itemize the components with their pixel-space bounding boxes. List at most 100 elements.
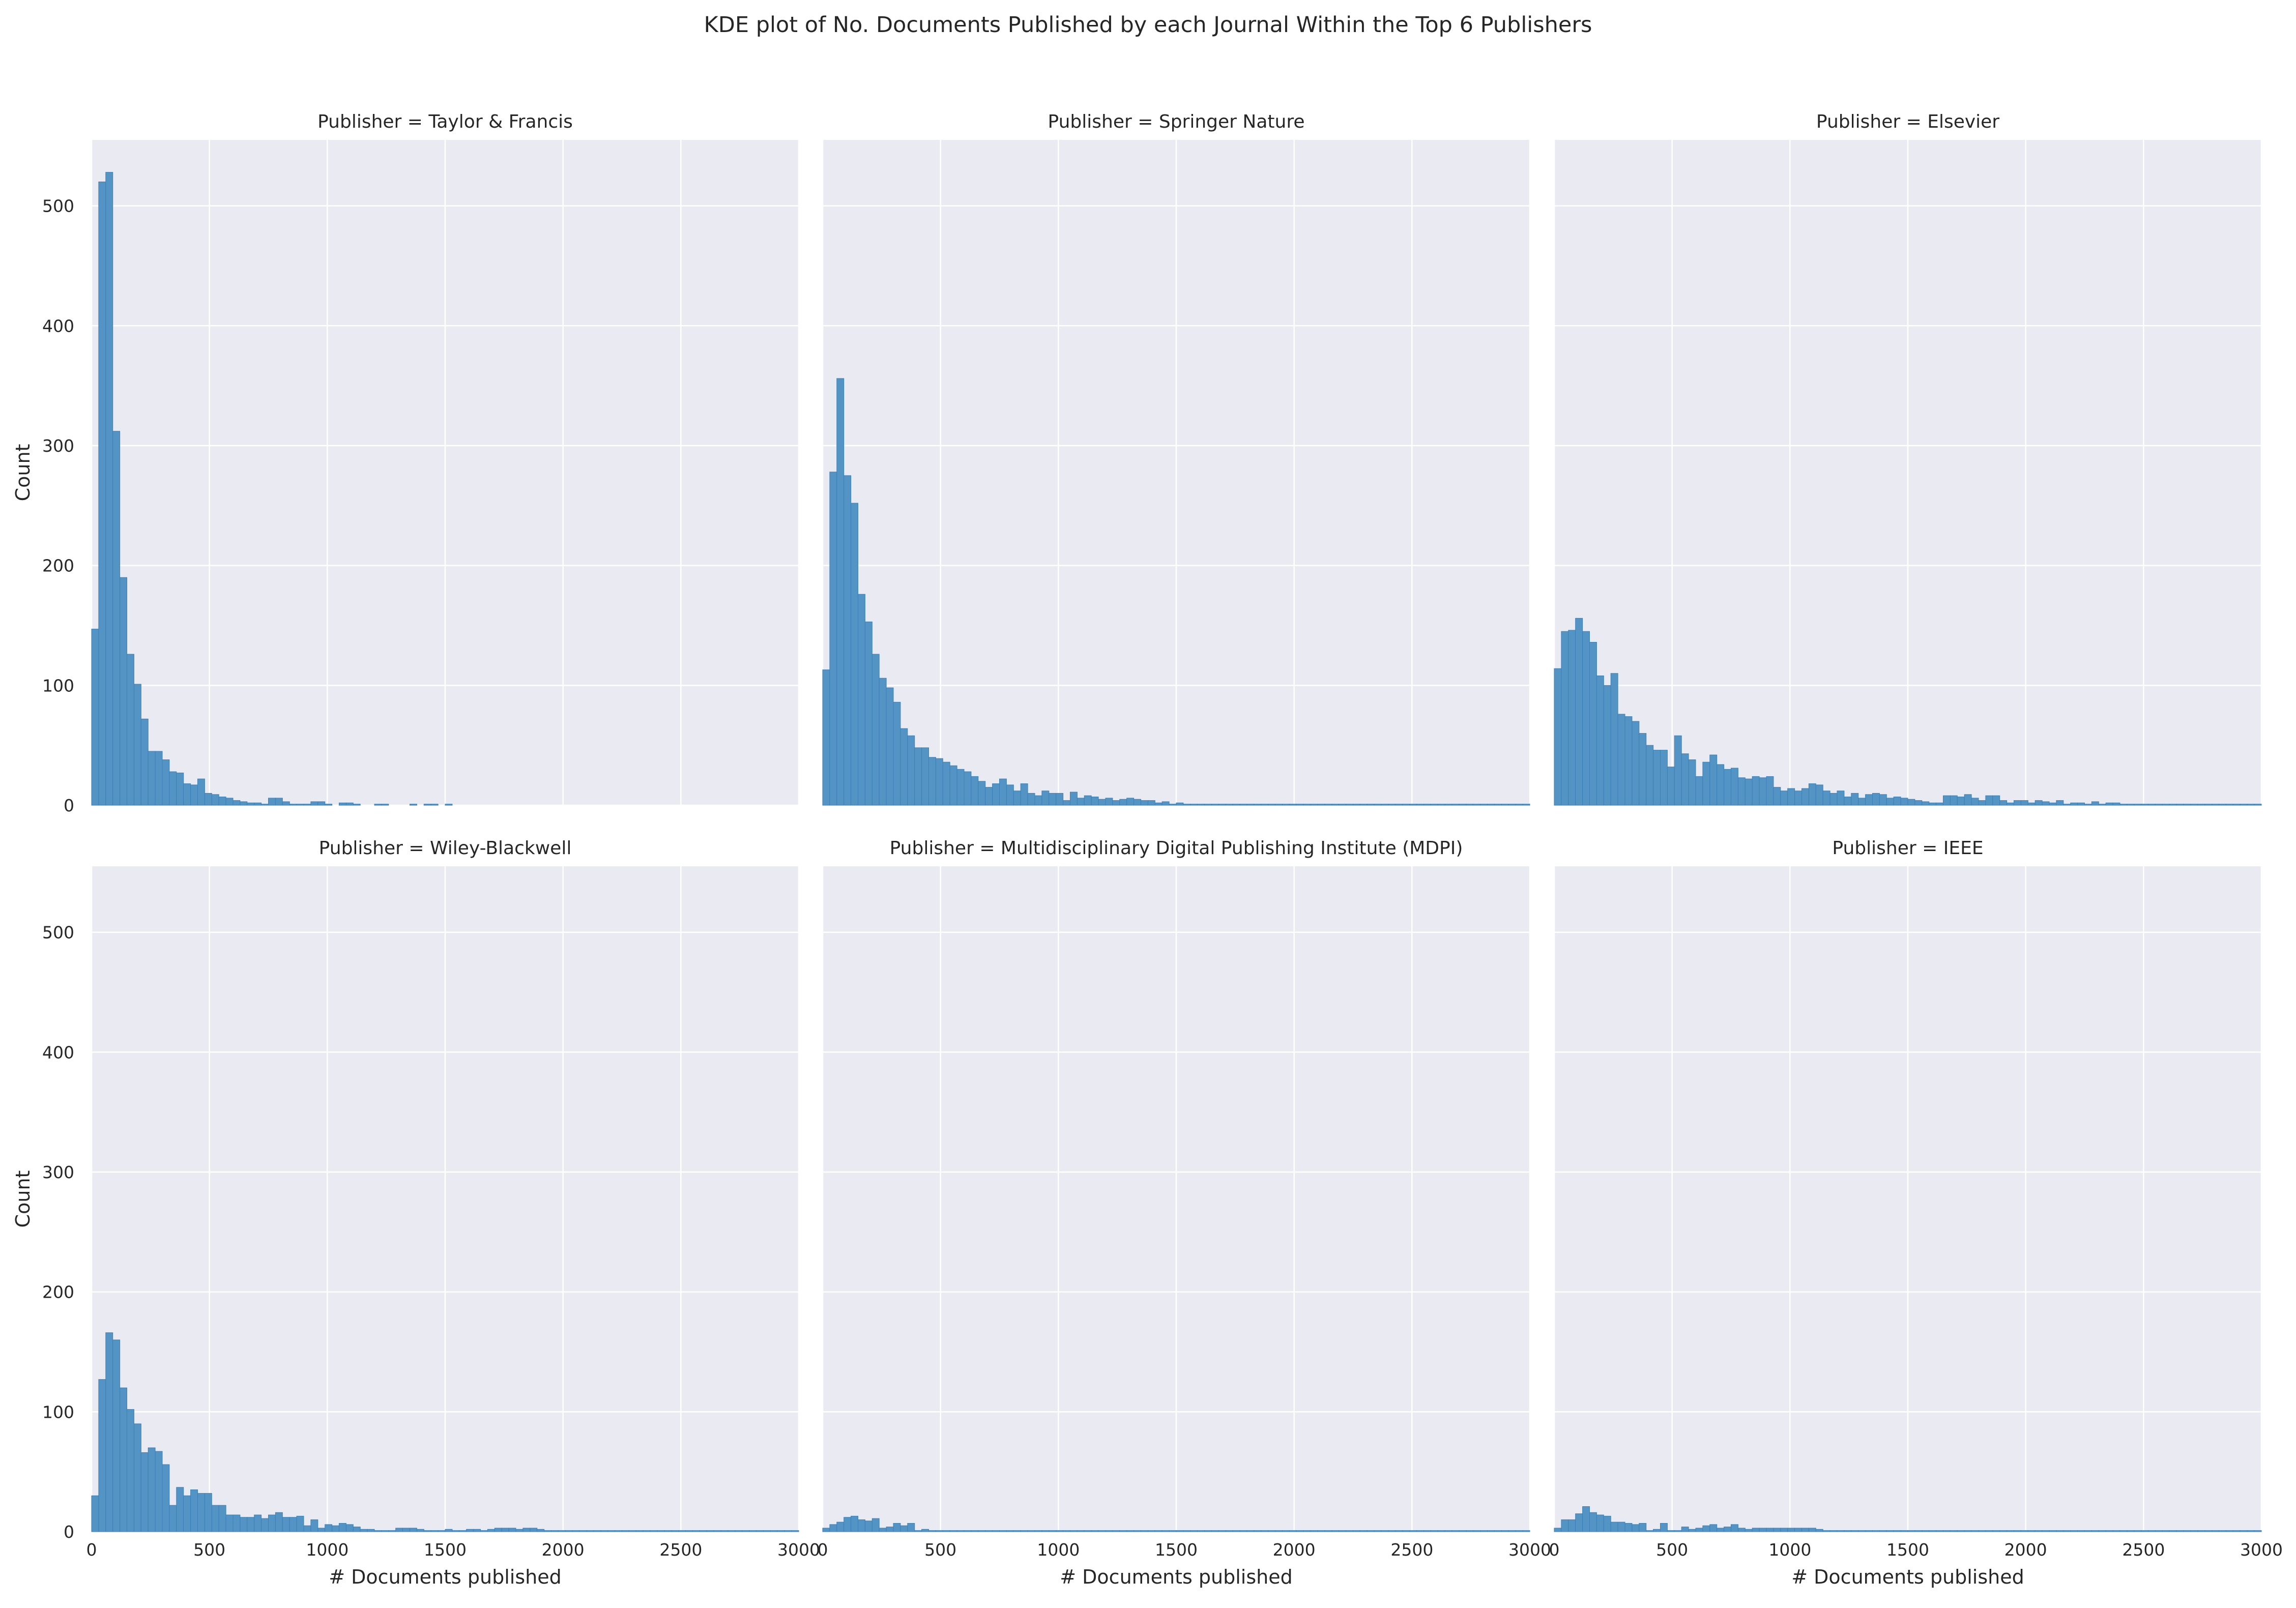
histogram-bar [339, 802, 346, 806]
histogram-bar [1808, 783, 1816, 806]
histogram-bar [879, 1528, 887, 1532]
histogram-bar [1766, 776, 1774, 806]
histogram-bar [1822, 1530, 1830, 1532]
histogram-bar [1141, 800, 1148, 806]
histogram-bar [1339, 804, 1347, 806]
histogram-bar [914, 747, 922, 806]
histogram-bar [1091, 797, 1099, 806]
histogram-bar [1013, 791, 1021, 806]
histogram-bar [1914, 1530, 1923, 1532]
x-tick-label: 0 [818, 1540, 828, 1560]
histogram-bar [1367, 1530, 1375, 1532]
histogram-bar [791, 1530, 799, 1532]
histogram-bar [1582, 631, 1590, 806]
histogram-bar [650, 1530, 658, 1532]
histogram-bar [1006, 1530, 1014, 1532]
x-axis-label: # Documents published [329, 1566, 561, 1588]
histogram-bar [1056, 793, 1064, 806]
histogram-bar [289, 804, 297, 806]
histogram-bar [1359, 804, 1368, 806]
histogram-bar [1141, 1530, 1148, 1532]
histogram-bar [1367, 804, 1375, 806]
histogram-bar [1957, 797, 1965, 806]
histogram-bar [1886, 1530, 1894, 1532]
histogram-bar [345, 1524, 354, 1532]
histogram-bar [1787, 788, 1795, 806]
histogram-bar [879, 678, 887, 806]
histogram-bar [91, 1495, 99, 1532]
histogram-bar [438, 1530, 446, 1532]
histogram-bar [1752, 1528, 1760, 1532]
histogram-bar [232, 800, 241, 806]
histogram-bar [1480, 1530, 1488, 1532]
histogram-bar [98, 181, 106, 806]
histogram-bar [1851, 1530, 1859, 1532]
histogram-bar [254, 802, 262, 806]
x-tick-label: 500 [1656, 1540, 1688, 1560]
histogram-bar [635, 1530, 644, 1532]
histogram-bar [112, 1339, 121, 1532]
histogram-bar [105, 172, 113, 806]
histogram-bar [1660, 1523, 1668, 1532]
histogram-bar [1554, 1528, 1562, 1532]
histogram-bar [410, 1528, 417, 1532]
histogram-bar [2098, 1530, 2106, 1532]
histogram-bar [1437, 804, 1445, 806]
histogram-bar [133, 1423, 141, 1532]
histogram-bar [1084, 1530, 1092, 1532]
histogram-bar [1134, 799, 1142, 806]
histogram-bar [1268, 1530, 1276, 1532]
histogram-bar [1261, 804, 1269, 806]
histogram-bar [445, 1529, 453, 1532]
histogram-bar [2141, 804, 2149, 806]
histogram-bar [310, 801, 318, 806]
histogram-bar [1922, 1530, 1930, 1532]
histogram-bar [1275, 804, 1283, 806]
histogram-bar [1822, 791, 1830, 806]
histogram-bar [1724, 769, 1732, 806]
x-tick-label: 2500 [659, 1540, 702, 1560]
histogram-bar [1381, 804, 1389, 806]
histogram-bar [1632, 721, 1640, 806]
histogram-bar [1773, 787, 1781, 806]
histogram-bar [2070, 802, 2078, 806]
histogram-bar [345, 802, 354, 806]
histogram-bar [190, 1489, 198, 1532]
histogram-bar [886, 1527, 894, 1532]
histogram-bar [1515, 804, 1523, 806]
histogram-bar [2105, 1530, 2113, 1532]
histogram-bar [1731, 1524, 1738, 1532]
histogram-bar [1310, 804, 1318, 806]
histogram-bar [183, 1495, 191, 1532]
histogram-bar [1596, 1514, 1604, 1532]
histogram-bar [1681, 753, 1689, 806]
histogram-bar [1331, 1530, 1340, 1532]
histogram-bar [325, 1524, 333, 1532]
x-tick-label: 0 [86, 1540, 97, 1560]
histogram-bar [120, 577, 128, 806]
histogram-bar [985, 787, 993, 806]
histogram-bar [1508, 1530, 1516, 1532]
histogram-bar [1374, 804, 1382, 806]
histogram-bar [1353, 804, 1360, 806]
histogram-bar [197, 778, 205, 806]
histogram-bar [1289, 1530, 1297, 1532]
histogram-bar [1893, 797, 1901, 806]
histogram-bar [1674, 1530, 1682, 1532]
histogram-bar [1914, 800, 1923, 806]
histogram-bar [1239, 804, 1247, 806]
histogram-bar [657, 1530, 665, 1532]
histogram-bar [1695, 1528, 1703, 1532]
histogram-bar [1688, 1529, 1696, 1532]
histogram-bar [1667, 1530, 1675, 1532]
histogram-bar [1176, 1530, 1184, 1532]
histogram-bar [1119, 799, 1127, 806]
x-tick-label: 1500 [1155, 1540, 1198, 1560]
histogram-bar [1787, 1528, 1795, 1532]
histogram-bar [907, 735, 915, 806]
histogram-bar [1624, 1523, 1633, 1532]
histogram-bar [1999, 800, 2008, 806]
histogram-bar [162, 759, 170, 806]
histogram-bar [1610, 673, 1618, 806]
